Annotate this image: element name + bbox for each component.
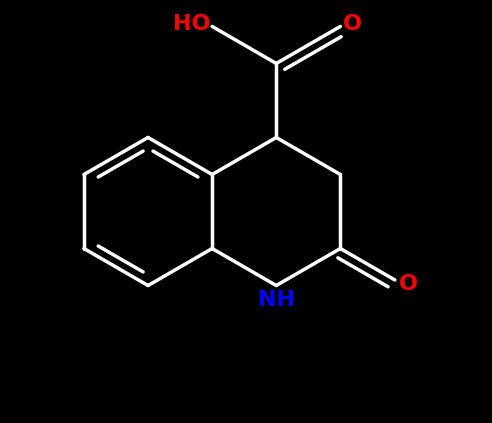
Text: O: O <box>342 14 362 34</box>
Text: O: O <box>399 274 418 294</box>
Text: NH: NH <box>258 290 295 310</box>
Text: HO: HO <box>173 14 210 34</box>
